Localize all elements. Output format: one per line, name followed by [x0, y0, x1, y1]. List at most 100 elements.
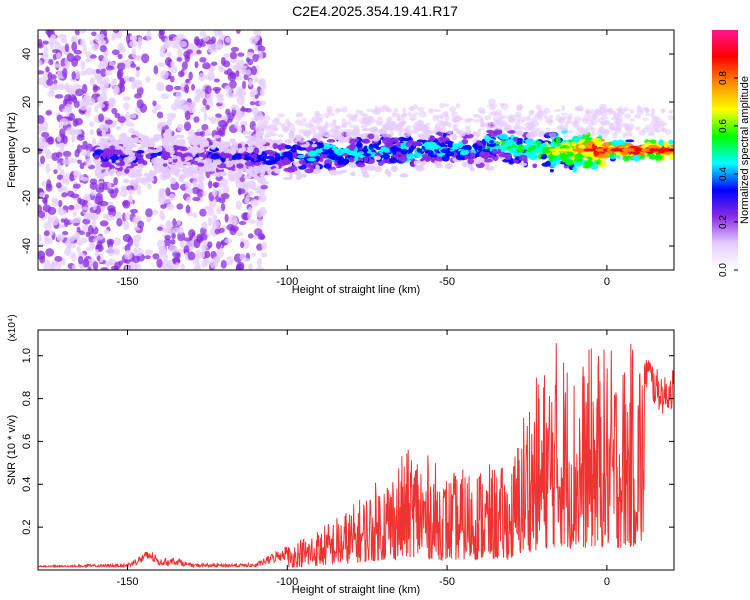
spectral-blob — [181, 61, 188, 71]
spectral-blob — [234, 173, 242, 179]
spectral-blob — [260, 252, 268, 258]
spectral-blob — [477, 142, 484, 146]
spectral-blob — [89, 213, 99, 221]
spectral-blob — [287, 153, 293, 161]
spectral-blob — [156, 145, 163, 152]
spectral-blob — [136, 168, 143, 173]
spectral-blob — [190, 145, 200, 153]
spectral-blob — [79, 162, 85, 170]
spectral-blob — [229, 51, 238, 60]
spectral-blob — [160, 93, 170, 100]
spectral-blob — [110, 32, 116, 41]
spectral-blob — [545, 160, 552, 166]
spectral-blob — [328, 169, 339, 176]
spectral-blob — [178, 174, 185, 181]
spectral-blob — [383, 149, 391, 153]
spectral-blob — [229, 80, 237, 89]
spectral-blob — [209, 117, 219, 124]
spectral-blob — [491, 110, 496, 115]
spectral-blob — [127, 236, 134, 247]
spectral-blob — [215, 113, 222, 118]
spectral-blob — [264, 160, 275, 166]
spectral-blob — [316, 136, 324, 140]
spectral-blob — [492, 120, 499, 126]
spectral-blob — [103, 229, 110, 235]
spectral-blob — [184, 84, 190, 94]
spectral-blob — [44, 194, 50, 199]
spectral-blob — [71, 71, 76, 81]
spectral-blob — [184, 110, 191, 121]
spectral-blob — [155, 157, 162, 165]
spectral-blob — [192, 196, 201, 202]
spectral-blob — [375, 146, 382, 151]
spectral-blob — [124, 249, 133, 260]
spectral-blob — [165, 138, 174, 144]
spectral-blob — [386, 116, 393, 123]
spectral-blob — [235, 200, 242, 210]
spectral-blob — [179, 146, 188, 152]
spectral-blob — [47, 206, 57, 215]
spectral-blob — [176, 123, 184, 132]
spectral-blob — [250, 157, 255, 162]
spectral-blob — [255, 266, 265, 270]
spectral-blob — [89, 54, 97, 59]
spectral-blob — [167, 220, 173, 231]
spectral-blob — [55, 151, 63, 158]
spectral-blob — [507, 139, 515, 144]
spectral-blob — [145, 176, 154, 183]
spectral-blob — [145, 76, 151, 83]
spectral-blob — [392, 108, 399, 113]
spectral-blob — [230, 46, 240, 52]
spectral-blob — [228, 214, 238, 223]
y-tick-label: 40 — [21, 48, 33, 60]
spectral-blob — [371, 109, 378, 115]
spectral-blob — [185, 78, 190, 84]
spectral-blob — [248, 263, 253, 270]
spectral-blob — [46, 78, 54, 86]
spectral-blob — [624, 113, 631, 119]
spectral-blob — [55, 260, 62, 270]
spectral-blob — [275, 138, 284, 145]
spectral-blob — [50, 215, 60, 226]
spectral-blob — [213, 78, 220, 83]
spectral-blob — [199, 42, 206, 47]
spectral-blob — [277, 145, 284, 150]
spectral-blob — [498, 116, 504, 120]
spectral-blob — [111, 78, 118, 85]
spectral-blob — [198, 73, 206, 82]
spectral-blob — [379, 109, 386, 113]
spectral-blob — [512, 125, 520, 131]
spectral-blob — [323, 129, 331, 137]
spectral-blob — [361, 139, 371, 144]
spectral-blob — [407, 111, 412, 117]
spectral-blob — [165, 187, 171, 197]
spectral-blob — [107, 182, 112, 188]
spectral-blob — [641, 145, 646, 149]
spectral-blob — [153, 133, 163, 141]
spectral-blob — [439, 102, 445, 109]
spectral-blob — [38, 70, 45, 75]
spectral-blob — [504, 153, 512, 161]
spectral-blob — [225, 88, 233, 93]
spectral-blob — [593, 111, 600, 118]
spectral-blob — [45, 163, 51, 174]
spectral-blob — [218, 31, 224, 41]
spectral-blob — [132, 234, 142, 242]
spectral-blob — [53, 169, 58, 175]
spectral-blob — [94, 105, 99, 113]
spectral-blob — [245, 194, 250, 203]
spectral-blob — [406, 153, 415, 160]
spectral-blob — [384, 140, 393, 148]
spectral-blob — [233, 93, 238, 98]
spectral-blob — [167, 193, 176, 201]
spectral-blob — [177, 226, 184, 235]
spectral-blob — [196, 137, 206, 143]
spectral-blob — [510, 146, 519, 151]
spectral-blob — [259, 87, 265, 97]
spectral-blob — [236, 231, 244, 237]
spectral-blob — [63, 218, 69, 228]
spectral-blob — [653, 129, 660, 133]
spectral-blob — [89, 121, 95, 127]
spectral-blob — [607, 122, 614, 127]
y-tick-label: 1.0 — [21, 348, 33, 363]
